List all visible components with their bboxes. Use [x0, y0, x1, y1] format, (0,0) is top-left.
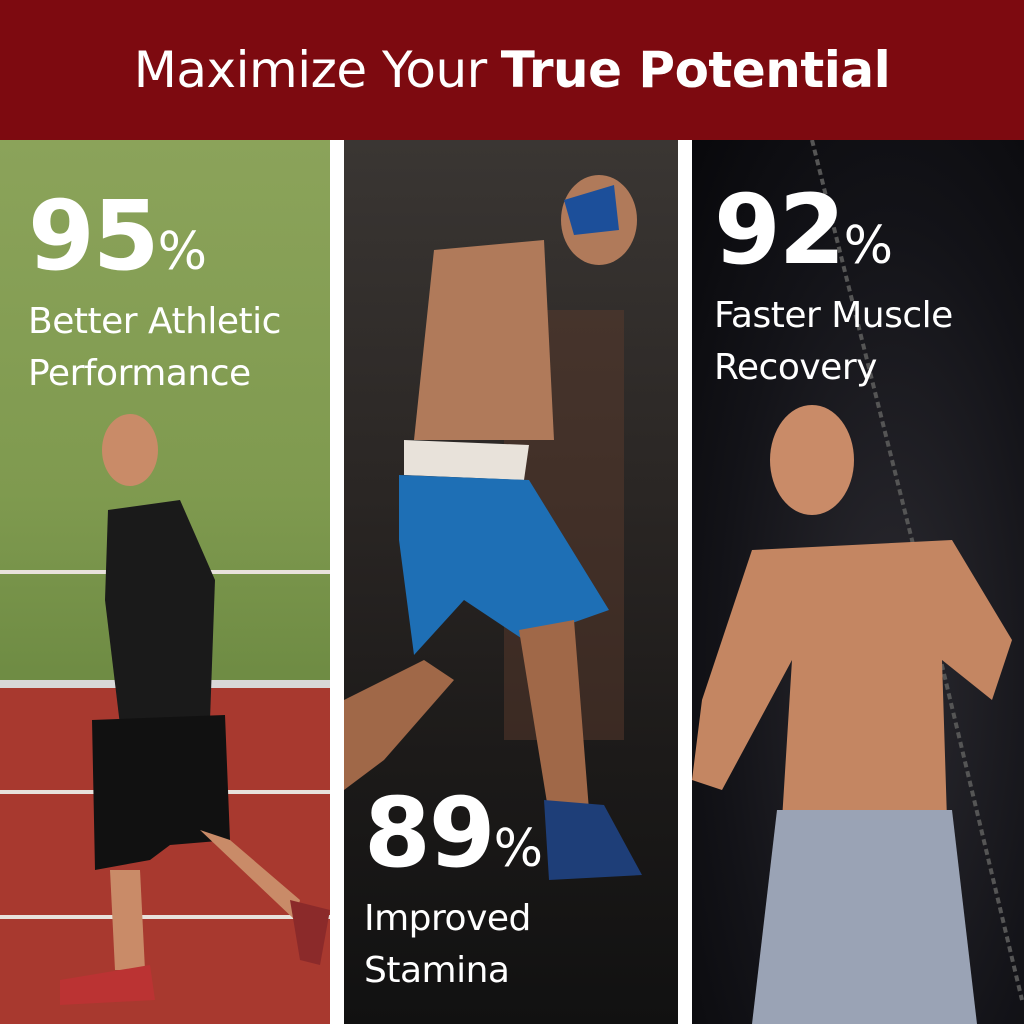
banner-title: Maximize Your True Potential — [0, 0, 1024, 140]
athlete-back-photo — [692, 140, 1024, 1024]
panel-muscle-recovery: 92% Faster Muscle Recovery — [692, 140, 1024, 1024]
stat-value: 89% — [364, 777, 543, 889]
stat-label: Improved Stamina — [364, 898, 531, 991]
stat-value: 92% — [714, 174, 893, 286]
panel-athletic-performance: 95% Better Athletic Performance — [0, 140, 330, 1024]
title-regular: Maximize Your — [133, 41, 488, 99]
runner-photo — [60, 414, 330, 1005]
title-bold: True Potential — [500, 41, 891, 99]
stat-value: 95% — [28, 180, 207, 292]
boxer-photo — [344, 175, 642, 880]
panel-stamina: 89% Improved Stamina — [344, 140, 678, 1024]
stat-label: Better Athletic Performance — [28, 301, 281, 394]
stat-label: Faster Muscle Recovery — [714, 295, 953, 388]
